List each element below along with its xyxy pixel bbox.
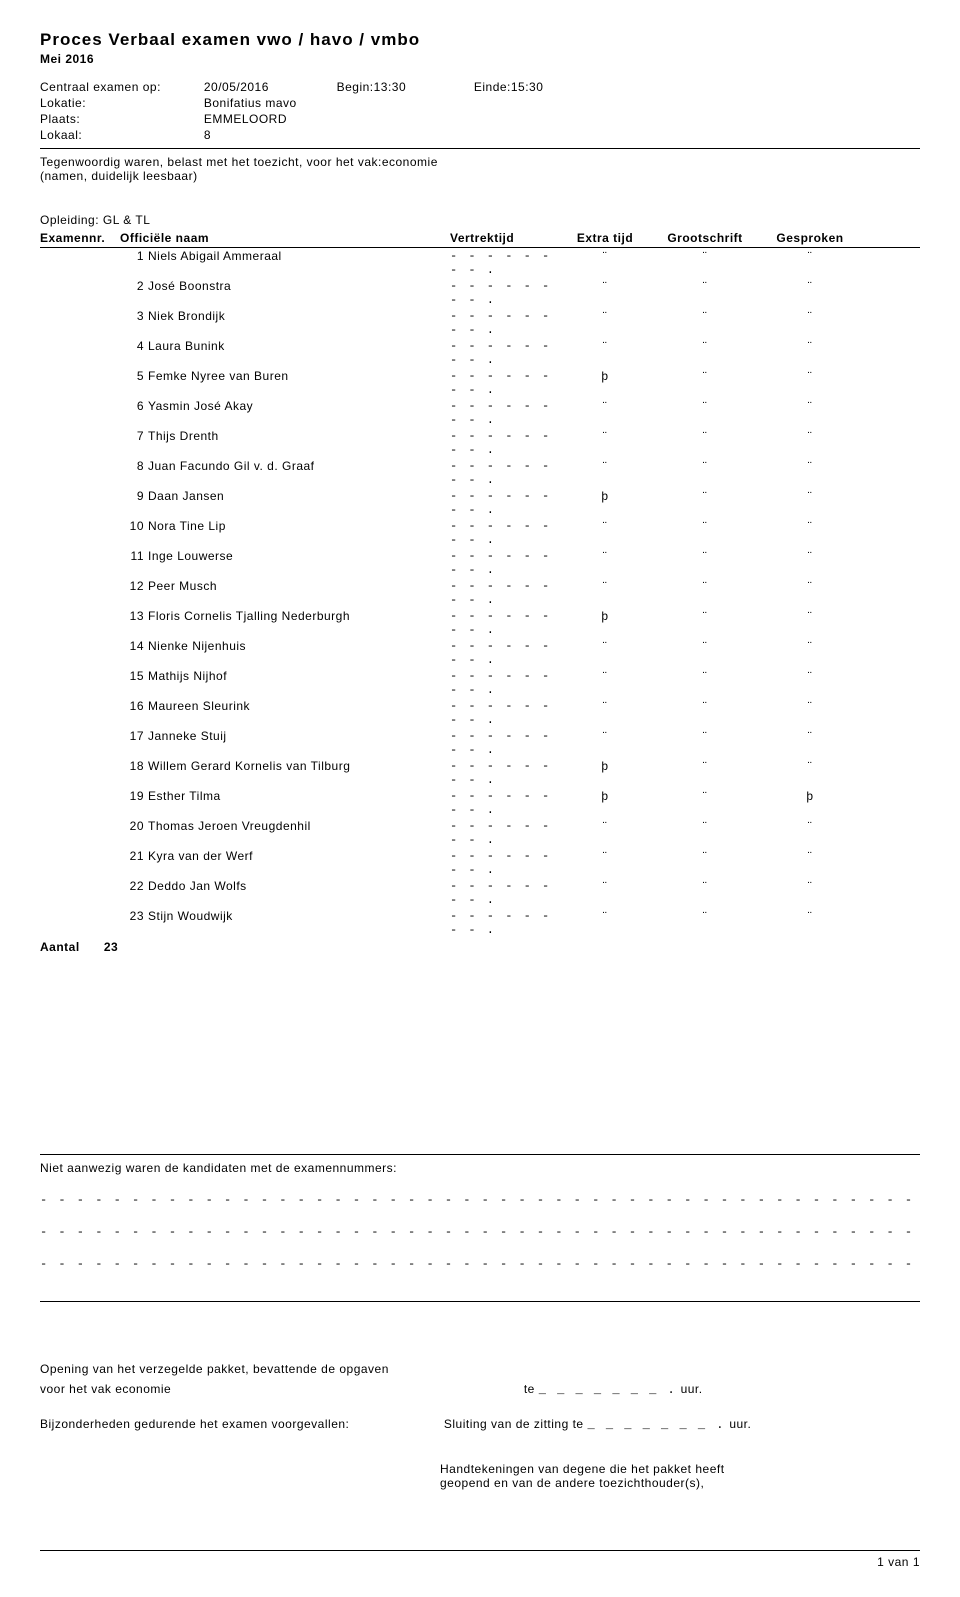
page-footer: 1 van 1 [40,1550,920,1569]
end-label: Einde: [474,80,511,94]
meta-plaats: Plaats: EMMELOORD [40,112,920,126]
table-row: 2José Boonstra- - - - - - - - .¨¨¨ [40,278,920,308]
opening-pre: voor het vak economie [40,1382,520,1396]
table-row: 22Deddo Jan Wolfs- - - - - - - - .¨¨¨ [40,878,920,908]
table-row: 15Mathijs Nijhof- - - - - - - - .¨¨¨ [40,668,920,698]
table-row: 1Niels Abigail Ammeraal- - - - - - - - .… [40,248,920,278]
table-row: 12Peer Musch- - - - - - - - .¨¨¨ [40,578,920,608]
table-row: 5Femke Nyree van Buren- - - - - - - - .þ… [40,368,920,398]
opening-uur: uur. [681,1382,703,1396]
divider [40,1154,920,1155]
absent-field: - - - - - - - - - - - - - - - - - - - - … [40,1225,920,1239]
table-row: 9Daan Jansen- - - - - - - - .þ¨¨ [40,488,920,518]
table-row: 17Janneke Stuij- - - - - - - - .¨¨¨ [40,728,920,758]
table-row: 23Stijn Woudwijk- - - - - - - - .¨¨¨ [40,908,920,938]
opening-line1: Opening van het verzegelde pakket, bevat… [40,1362,920,1376]
handtek-line2: geopend en van de andere toezichthouder(… [440,1476,920,1490]
supervision-line: Tegenwoordig waren, belast met het toezi… [40,155,920,169]
handtek-line1: Handtekeningen van degene die het pakket… [440,1462,920,1476]
end-time: 15:30 [511,80,544,94]
opleiding: GL & TL [103,213,151,227]
table-row: 21Kyra van der Werf- - - - - - - - .¨¨¨ [40,848,920,878]
sluiting-uur: uur. [729,1417,751,1431]
divider [40,148,920,149]
absent-field: - - - - - - - - - - - - - - - - - - - - … [40,1193,920,1207]
lokatie-label: Lokatie: [40,96,200,110]
opleiding-row: Opleiding: GL & TL [40,213,920,227]
absent-label: Niet aanwezig waren de kandidaten met de… [40,1161,920,1175]
bijz-row: Bijzonderheden gedurende het examen voor… [40,1417,920,1432]
table-row: 10Nora Tine Lip- - - - - - - - .¨¨¨ [40,518,920,548]
opleiding-label: Opleiding: [40,213,99,227]
table-row: 7Thijs Drenth- - - - - - - - .¨¨¨ [40,428,920,458]
begin-label: Begin: [337,80,374,94]
col-name: Officiële naam [120,231,450,245]
sluiting-pre: Sluiting van de zitting te [444,1417,584,1431]
plaats-label: Plaats: [40,112,200,126]
col-vertrek: Vertrektijd [450,231,560,245]
opening-field: _ _ _ _ _ _ _ . [539,1383,677,1397]
exam-date-label: Centraal examen op: [40,80,200,94]
lokaal: 8 [204,128,211,142]
supervision-sub: (namen, duidelijk leesbaar) [40,169,920,183]
absent-field: - - - - - - - - - - - - - - - - - - - - … [40,1257,920,1271]
exam-date: 20/05/2016 [204,80,269,94]
meta-lokaal: Lokaal: 8 [40,128,920,142]
table-row: 18Willem Gerard Kornelis van Tilburg- - … [40,758,920,788]
sluiting-field: _ _ _ _ _ _ _ . [587,1418,725,1432]
opening-te: te [524,1382,535,1396]
table-row: 11Inge Louwerse- - - - - - - - .¨¨¨ [40,548,920,578]
table-row: 13Floris Cornelis Tjalling Nederburgh- -… [40,608,920,638]
table-row: 14Nienke Nijenhuis- - - - - - - - .¨¨¨ [40,638,920,668]
table-row: 20Thomas Jeroen Vreugdenhil- - - - - - -… [40,818,920,848]
aantal-value: 23 [104,940,118,954]
plaats: EMMELOORD [204,112,287,126]
table-row: 8Juan Facundo Gil v. d. Graaf- - - - - -… [40,458,920,488]
table-row: 16Maureen Sleurink- - - - - - - - .¨¨¨ [40,698,920,728]
divider [40,1301,920,1302]
begin-time: 13:30 [374,80,407,94]
aantal-label: Aantal [40,940,100,954]
lokatie: Bonifatius mavo [204,96,297,110]
col-gespr: Gesproken [760,231,860,245]
table-row: 19Esther Tilma- - - - - - - - .þ¨þ [40,788,920,818]
student-list: 1Niels Abigail Ammeraal- - - - - - - - .… [40,248,920,938]
meta-lokatie: Lokatie: Bonifatius mavo [40,96,920,110]
bijz-label: Bijzonderheden gedurende het examen voor… [40,1417,440,1431]
col-extra: Extra tijd [560,231,650,245]
table-row: 6Yasmin José Akay- - - - - - - - .¨¨¨ [40,398,920,428]
lokaal-label: Lokaal: [40,128,200,142]
col-groot: Grootschrift [650,231,760,245]
table-header: Examennr.Officiële naamVertrektijdExtra … [40,231,920,248]
table-row: 4Laura Bunink- - - - - - - - .¨¨¨ [40,338,920,368]
opening-line2: voor het vak economie te _ _ _ _ _ _ _ .… [40,1382,920,1397]
table-row: 3Niek Brondijk- - - - - - - - .¨¨¨ [40,308,920,338]
aantal-row: Aantal 23 [40,940,920,954]
period: Mei 2016 [40,52,920,66]
meta-examdate: Centraal examen op: 20/05/2016 Begin:13:… [40,80,920,94]
col-examnr: Examennr. [40,231,120,245]
page-title: Proces Verbaal examen vwo / havo / vmbo [40,30,920,50]
